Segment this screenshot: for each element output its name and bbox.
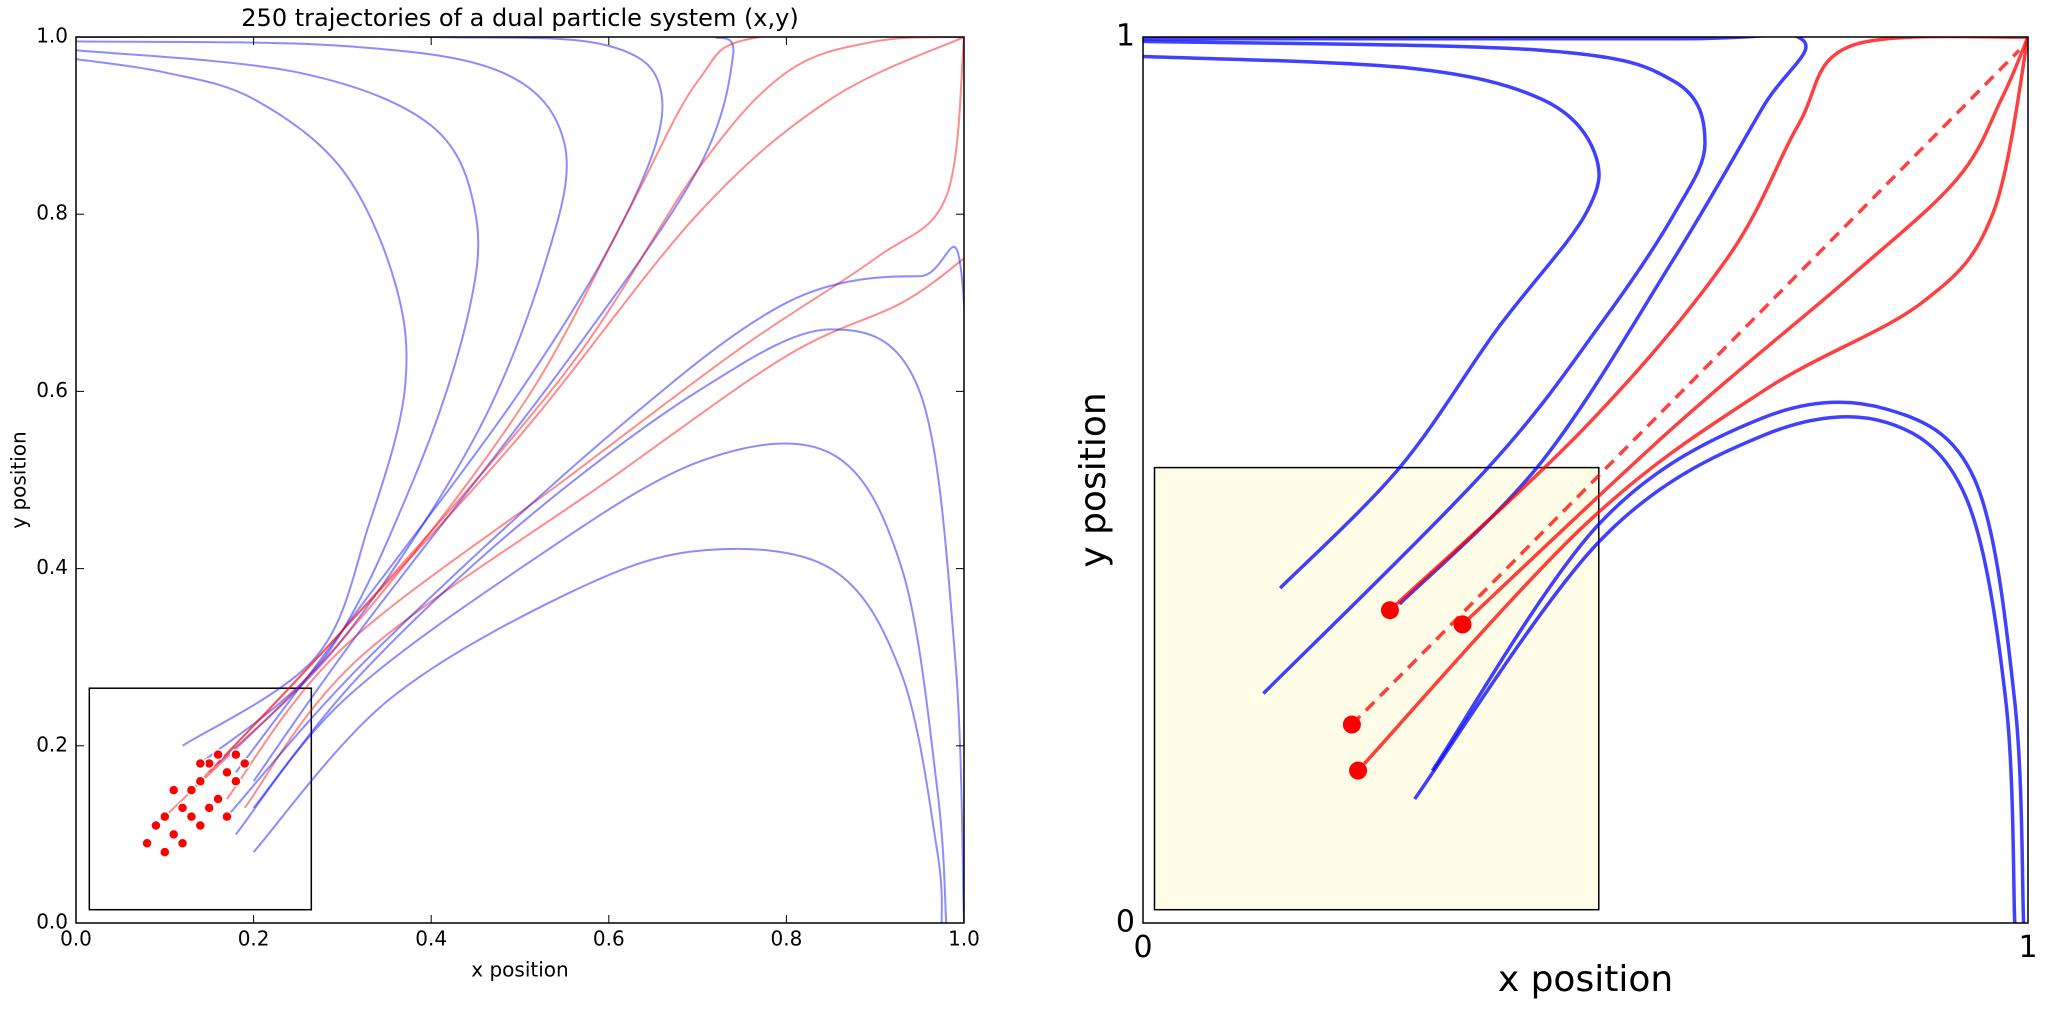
start-point — [167, 828, 180, 841]
y-tick-label: 0.6 — [36, 378, 68, 402]
y-tick-label: 1 — [1116, 19, 1135, 54]
trajectory — [252, 547, 943, 923]
trajectory — [164, 37, 964, 818]
y-tick-label: 1.0 — [36, 24, 68, 48]
axes-frame — [1142, 36, 2029, 924]
start-point — [221, 766, 233, 779]
x-tick-label: 0.2 — [238, 927, 270, 951]
start-point — [212, 748, 224, 761]
y-tick-label: 0.8 — [36, 201, 68, 225]
trajectory — [1413, 415, 2017, 923]
start-point — [185, 810, 198, 823]
start-point — [238, 757, 251, 770]
trajectory — [1461, 37, 2028, 626]
start-point — [194, 819, 207, 832]
y-tick-label: 0 — [1116, 905, 1135, 940]
y-tick-label: 0.0 — [36, 910, 68, 934]
trajectory — [252, 37, 735, 782]
x-tick-label: 0.4 — [415, 927, 447, 951]
x-tick-label: 0 — [1133, 930, 1152, 965]
trajectory — [1350, 49, 2021, 726]
start-point — [203, 802, 215, 814]
trajectory — [1356, 37, 2028, 772]
trajectory — [1143, 39, 1707, 695]
x-tick-label: 0.0 — [60, 927, 92, 951]
trajectory — [235, 442, 948, 923]
trajectory — [226, 37, 964, 800]
y-tick-label: 0.4 — [36, 555, 68, 579]
trajectory — [208, 37, 964, 774]
y-axis-label: y position — [7, 431, 31, 528]
y-axis-label: y position — [1073, 392, 1114, 567]
start-point — [159, 846, 171, 858]
start-point — [212, 793, 224, 805]
axes-frame — [75, 36, 965, 924]
start-point — [176, 837, 189, 850]
start-point — [185, 784, 198, 796]
start-point — [230, 775, 242, 787]
x-axis-label: x position — [471, 958, 568, 982]
x-tick-label: 1 — [2018, 930, 2037, 965]
start-point — [167, 784, 180, 796]
start-point — [141, 837, 153, 850]
inset-box — [88, 687, 313, 911]
start-point — [1349, 761, 1368, 780]
start-point — [1453, 615, 1472, 634]
chart-title: 250 trajectories of a dual particle syst… — [241, 4, 798, 32]
start-point — [194, 757, 207, 770]
trajectory — [76, 49, 480, 765]
trajectory — [1143, 37, 1808, 606]
y-tick-label: 0.2 — [36, 732, 68, 756]
x-tick-label: 0.6 — [593, 927, 625, 951]
start-point — [159, 810, 171, 823]
trajectory — [76, 58, 408, 747]
start-point — [194, 775, 207, 787]
trajectory — [252, 328, 964, 923]
x-axis-label: x position — [1498, 959, 1673, 1000]
plot-area — [1143, 37, 2028, 923]
trajectory — [1388, 37, 2028, 612]
trajectory — [76, 37, 664, 773]
x-tick-label: 0.8 — [770, 927, 802, 951]
inset-box — [1153, 466, 1600, 911]
start-point — [150, 819, 162, 832]
start-point — [1342, 715, 1361, 734]
x-tick-label: 1.0 — [948, 927, 980, 951]
start-point — [176, 802, 189, 814]
start-point — [1380, 601, 1399, 620]
trajectory — [226, 245, 964, 923]
start-point — [221, 810, 233, 823]
trajectory — [243, 257, 964, 809]
trajectory — [190, 37, 964, 791]
plot-area — [76, 37, 964, 923]
trajectory — [1143, 54, 1601, 590]
trajectory — [76, 40, 568, 765]
start-point — [230, 748, 242, 761]
trajectory — [1430, 400, 2026, 923]
